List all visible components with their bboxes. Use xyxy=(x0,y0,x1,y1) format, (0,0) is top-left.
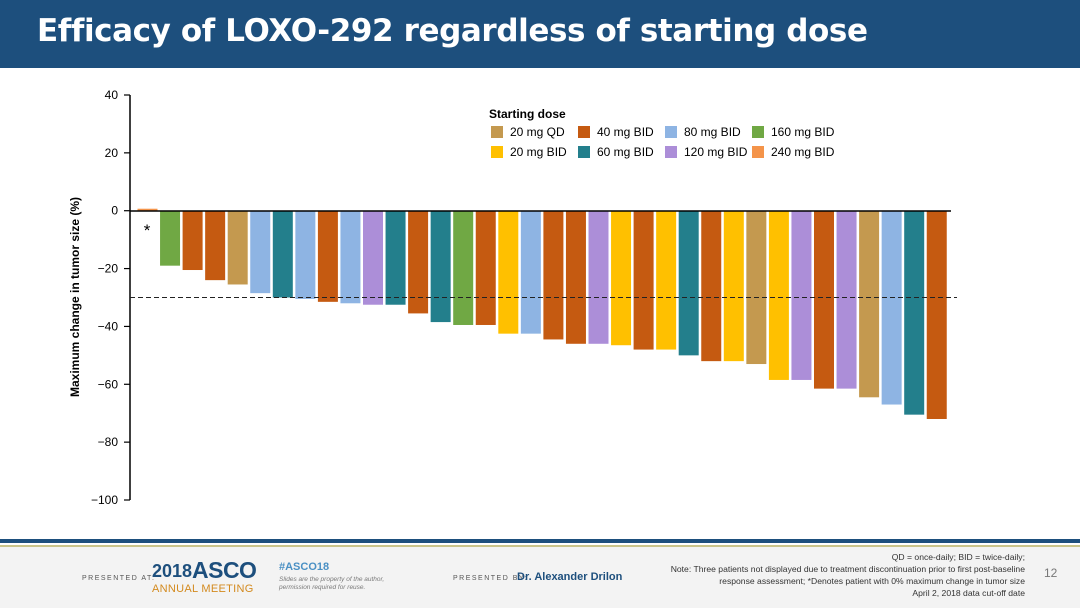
asco-logo: 2018 ASCO ANNUAL MEETING xyxy=(152,557,264,595)
bar xyxy=(768,210,789,380)
zero-change-annotation: * xyxy=(144,221,151,240)
y-tick-label: 20 xyxy=(105,146,119,160)
presented-at-label: PRESENTED AT: xyxy=(82,575,156,582)
bar xyxy=(678,210,699,356)
bar xyxy=(227,210,248,285)
bar xyxy=(408,210,429,314)
bar xyxy=(814,210,834,389)
legend-label: 20 mg QD xyxy=(510,125,565,139)
y-tick-label: 40 xyxy=(105,88,119,102)
presented-by-label: PRESENTED BY: xyxy=(453,575,529,582)
y-tick-label: −20 xyxy=(98,262,119,276)
y-tick-label: −80 xyxy=(98,435,119,449)
bar xyxy=(453,210,474,325)
bar xyxy=(791,210,812,380)
legend-swatch xyxy=(752,146,764,158)
presenter-name: Dr. Alexander Drilon xyxy=(517,571,623,583)
bar xyxy=(430,210,451,323)
bar xyxy=(588,210,609,344)
footnotes: QD = once-daily; BID = twice-daily; Note… xyxy=(605,551,1025,599)
bar xyxy=(182,210,203,271)
bar xyxy=(475,210,496,325)
legend-swatch xyxy=(665,146,677,158)
bar xyxy=(836,210,857,389)
bar xyxy=(633,210,654,350)
asco-year: 2018 xyxy=(152,561,193,581)
y-ticks: 40 20 0 −20 −40 −60 −80 −100 xyxy=(91,88,130,507)
bar xyxy=(272,210,293,298)
footnote-cutoff: April 2, 2018 data cut-off date xyxy=(912,588,1025,598)
legend-swatch xyxy=(491,146,503,158)
legend-swatch xyxy=(578,146,590,158)
bar xyxy=(543,210,564,340)
legend-label: 240 mg BID xyxy=(771,145,835,159)
legend-label: 20 mg BID xyxy=(510,145,567,159)
footer-bar xyxy=(0,539,1080,543)
legend-label: 160 mg BID xyxy=(771,125,835,139)
bar-group xyxy=(137,208,947,419)
legend-swatch xyxy=(752,126,764,138)
legend: Starting dose 20 mg QD 40 mg BID 80 mg BID… xyxy=(489,107,835,159)
bar xyxy=(565,210,586,344)
bar xyxy=(611,210,632,346)
bar xyxy=(723,210,744,362)
bar xyxy=(317,210,338,302)
y-tick-label: 0 xyxy=(111,204,118,218)
y-tick-label: −60 xyxy=(98,377,119,391)
bar xyxy=(926,210,947,419)
hashtag: #ASCO18 xyxy=(279,561,330,573)
bar xyxy=(363,210,383,305)
bar xyxy=(137,208,158,211)
bar xyxy=(859,210,880,398)
legend-swatch xyxy=(491,126,503,138)
asco-subtitle: ANNUAL MEETING xyxy=(152,583,254,595)
title-bar: Efficacy of LOXO-292 regardless of start… xyxy=(0,0,1080,68)
footnote-note-cont: response assessment; *Denotes patient wi… xyxy=(719,576,1025,586)
page-number: 12 xyxy=(1044,566,1058,580)
bar xyxy=(881,210,902,405)
asco-name: ASCO xyxy=(192,557,257,583)
bar xyxy=(904,210,925,415)
bar xyxy=(250,210,271,294)
legend-swatch xyxy=(578,126,590,138)
bar xyxy=(656,210,677,350)
bar xyxy=(160,210,181,266)
legend-label: 40 mg BID xyxy=(597,125,654,139)
legend-label: 60 mg BID xyxy=(597,145,654,159)
bar xyxy=(340,210,361,304)
bar xyxy=(520,210,541,334)
slide-title: Efficacy of LOXO-292 regardless of start… xyxy=(37,13,868,49)
bar xyxy=(746,210,767,365)
bar xyxy=(295,210,316,299)
bar xyxy=(385,210,406,305)
bar xyxy=(205,210,226,281)
legend-label: 120 mg BID xyxy=(684,145,748,159)
bar xyxy=(701,210,722,362)
footer: PRESENTED AT: 2018 ASCO ANNUAL MEETING #… xyxy=(0,547,1080,608)
legend-swatch xyxy=(665,126,677,138)
slide-property-note: Slides are the property of the author, p… xyxy=(279,576,385,591)
footer-divider xyxy=(0,545,1080,547)
legend-title: Starting dose xyxy=(489,107,566,121)
footnote-abbreviations: QD = once-daily; BID = twice-daily; xyxy=(891,552,1025,562)
footnote-note: Note: Three patients not displayed due t… xyxy=(670,564,1025,574)
bar xyxy=(498,210,519,334)
waterfall-chart: 40 20 0 −20 −40 −60 −80 −100 Maximum change in … xyxy=(68,88,957,507)
legend-label: 80 mg BID xyxy=(684,125,741,139)
y-axis-label: Maximum change in tumor size (%) xyxy=(68,197,82,397)
y-tick-label: −100 xyxy=(91,493,118,507)
y-tick-label: −40 xyxy=(98,319,119,333)
